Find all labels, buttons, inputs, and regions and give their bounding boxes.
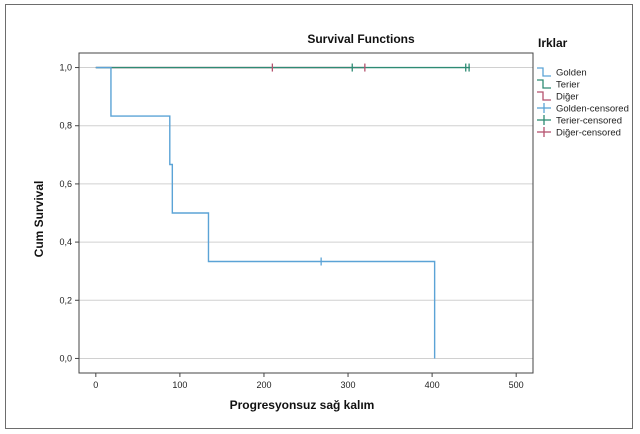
legend-symbol-line	[537, 79, 551, 89]
gridlines	[79, 67, 533, 359]
legend-entry-label: Golden	[556, 68, 587, 79]
chart-title: Survival Functions	[307, 32, 415, 46]
axis-ticks: 0,0 0,2 0,4 0,6 0,8 1,0 0 100 200 300 400 500	[59, 63, 523, 390]
y-tick-label: 1,0	[59, 63, 72, 73]
x-axis-label: Progresyonsuz sağ kalım	[230, 398, 375, 412]
series-line-golden	[95, 66, 436, 359]
x-tick-label: 100	[172, 380, 187, 390]
survival-lines	[95, 66, 470, 359]
legend-entry-label: Terier-censored	[556, 116, 622, 127]
survival-chart: Survival Functions 0,0 0,2 0,4 0,6 0,8 1,0 0 10…	[32, 32, 629, 412]
censor-marks	[271, 63, 470, 266]
legend: Irklar GoldenTerierDiğerGolden-censoredT…	[537, 36, 629, 139]
y-tick-label: 0,8	[59, 121, 72, 131]
legend-entry-label: Diğer	[556, 92, 579, 103]
chart-frame: Survival Functions 0,0 0,2 0,4 0,6 0,8 1,0 0 10…	[5, 4, 633, 429]
x-tick-label: 200	[256, 380, 271, 390]
x-tick-label: 400	[425, 380, 440, 390]
y-tick-label: 0,0	[59, 353, 72, 363]
legend-entry-label: Terier	[556, 80, 580, 91]
x-tick-label: 500	[509, 380, 524, 390]
y-tick-label: 0,4	[59, 237, 72, 247]
legend-title: Irklar	[538, 36, 568, 50]
legend-entry-label: Golden-censored	[556, 104, 629, 115]
x-tick-label: 0	[93, 380, 98, 390]
legend-symbol-line	[537, 91, 551, 101]
y-tick-label: 0,6	[59, 179, 72, 189]
x-tick-label: 300	[341, 380, 356, 390]
y-axis-label: Cum Survival	[32, 181, 46, 258]
plot-area-border	[78, 52, 534, 374]
y-tick-label: 0,2	[59, 295, 72, 305]
legend-symbol-line	[537, 67, 551, 77]
legend-entry-label: Diğer-censored	[556, 128, 621, 139]
